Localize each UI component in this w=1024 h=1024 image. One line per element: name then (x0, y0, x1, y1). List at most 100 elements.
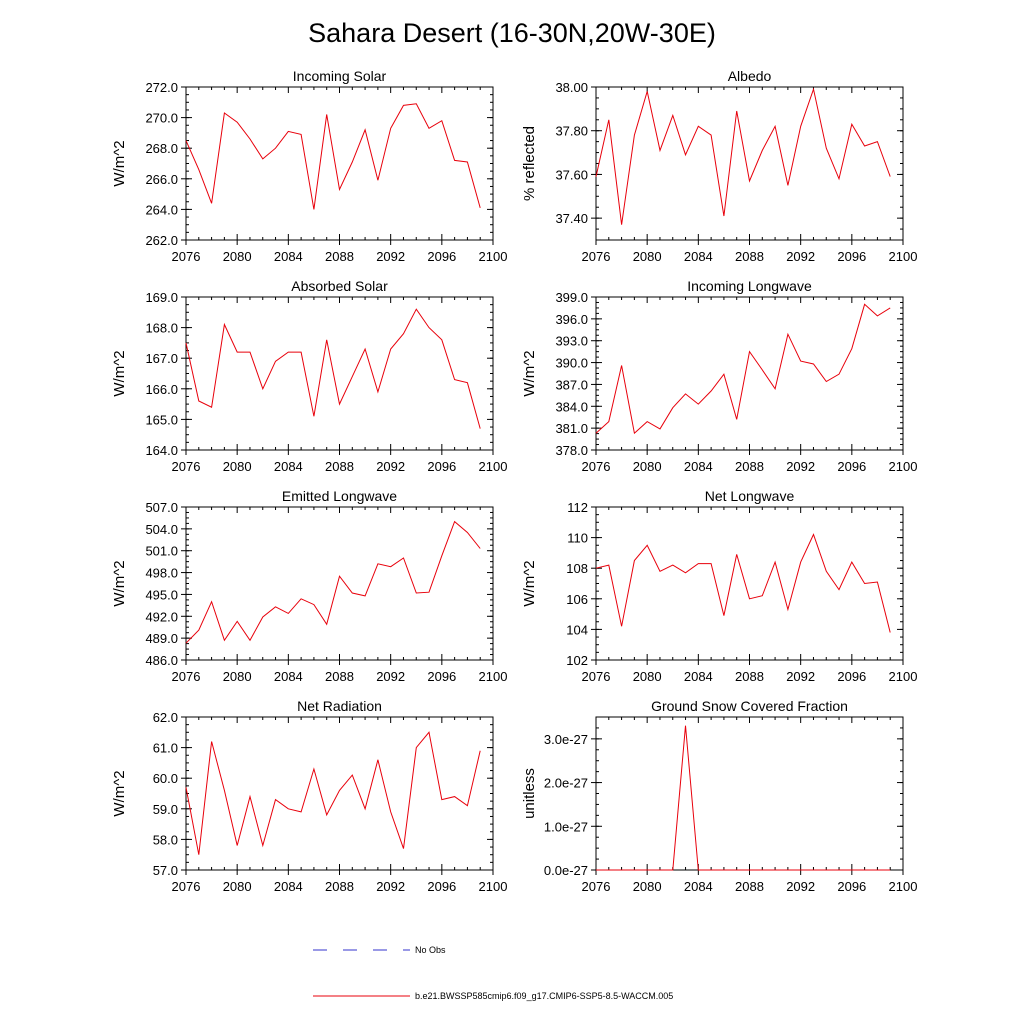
panel-title: Incoming Solar (293, 68, 387, 84)
x-tick-label: 2076 (582, 669, 611, 684)
y-tick-label: 169.0 (145, 290, 178, 305)
panel-title: Ground Snow Covered Fraction (651, 698, 848, 714)
y-tick-label: 102 (566, 653, 588, 668)
panel-8: Ground Snow Covered Fraction unitless 2076… (521, 698, 917, 894)
x-tick-label: 2092 (376, 249, 405, 264)
y-axis-label: W/m^2 (111, 770, 128, 816)
y-tick-label: 59.0 (153, 802, 178, 817)
y-tick-label: 268.0 (145, 141, 178, 156)
panel-4: Incoming Longwave W/m^2 2076 2080 2084 2088 20… (521, 278, 917, 474)
y-tick-label: 486.0 (145, 653, 178, 668)
x-tick-label: 2088 (325, 459, 354, 474)
legend-model-label: b.e21.BWSSP585cmip6.f09_g17.CMIP6-SSP5-8… (415, 991, 673, 1001)
y-tick-label: 378.0 (555, 443, 588, 458)
panel-3: Absorbed Solar W/m^2 2076 2080 2084 2088 2092 2… (111, 278, 507, 474)
panel-title: Net Radiation (297, 698, 382, 714)
y-tick-label: 501.0 (145, 544, 178, 559)
y-axis-label: W/m^2 (521, 350, 538, 396)
x-tick-label: 2100 (479, 459, 508, 474)
x-tick-label: 2096 (427, 459, 456, 474)
x-tick-label: 2076 (582, 459, 611, 474)
y-axis-label: W/m^2 (111, 560, 128, 606)
y-tick-label: 264.0 (145, 202, 178, 217)
y-tick-label: 390.0 (555, 356, 588, 371)
x-tick-label: 2088 (735, 249, 764, 264)
x-tick-label: 2100 (479, 249, 508, 264)
y-tick-label: 272.0 (145, 80, 178, 95)
x-tick-label: 2092 (786, 669, 815, 684)
series-line (596, 725, 891, 871)
y-tick-label: 37.60 (555, 167, 588, 182)
y-tick-label: 504.0 (145, 522, 178, 537)
y-tick-label: 262.0 (145, 233, 178, 248)
x-tick-label: 2096 (837, 669, 866, 684)
y-tick-label: 387.0 (555, 377, 588, 392)
x-tick-label: 2092 (786, 459, 815, 474)
x-tick-label: 2084 (684, 669, 713, 684)
x-tick-label: 2096 (837, 249, 866, 264)
y-tick-label: 2.0e-27 (544, 776, 588, 791)
panel-5: Emitted Longwave W/m^2 2076 2080 2084 2088 209… (111, 488, 507, 684)
y-tick-label: 384.0 (555, 399, 588, 414)
x-tick-label: 2076 (172, 669, 201, 684)
x-tick-label: 2076 (172, 459, 201, 474)
panel-6: Net Longwave W/m^2 2076 2080 2084 2088 2092 209… (521, 488, 917, 684)
y-tick-label: 112 (567, 500, 588, 515)
y-tick-label: 168.0 (145, 321, 178, 336)
y-tick-label: 165.0 (145, 412, 178, 427)
x-tick-label: 2100 (889, 879, 918, 894)
y-tick-label: 164.0 (145, 443, 178, 458)
x-tick-label: 2076 (582, 879, 611, 894)
plot-frame (595, 296, 904, 451)
y-axis-label: W/m^2 (111, 140, 128, 186)
x-tick-label: 2080 (633, 879, 662, 894)
series-line (595, 87, 891, 225)
y-tick-label: 62.0 (153, 710, 178, 725)
y-tick-label: 266.0 (145, 172, 178, 187)
plot-frame (595, 716, 904, 871)
panel-title: Net Longwave (705, 488, 795, 504)
x-tick-label: 2080 (223, 879, 252, 894)
y-axis-label: W/m^2 (111, 350, 128, 396)
panel-title: Absorbed Solar (291, 278, 388, 294)
y-tick-label: 3.0e-27 (544, 732, 588, 747)
y-tick-label: 495.0 (145, 587, 178, 602)
panels-group: Incoming Solar W/m^2 2076 2080 2084 2088 2092 2… (111, 68, 917, 894)
x-tick-label: 2076 (582, 249, 611, 264)
x-tick-label: 2084 (274, 879, 303, 894)
series-line (185, 103, 481, 210)
y-tick-label: 492.0 (145, 609, 178, 624)
x-tick-label: 2080 (633, 459, 662, 474)
panel-1: Incoming Solar W/m^2 2076 2080 2084 2088 2092 2… (111, 68, 507, 264)
y-tick-label: 0.0e-27 (544, 863, 588, 878)
panel-2: Albedo % reflected 2076 2080 2084 2088 2092 209… (521, 68, 917, 264)
y-tick-label: 166.0 (145, 382, 178, 397)
x-tick-label: 2084 (274, 249, 303, 264)
x-tick-label: 2080 (633, 249, 662, 264)
plot-frame (185, 86, 494, 241)
y-tick-label: 1.0e-27 (544, 819, 588, 834)
x-tick-label: 2100 (479, 669, 508, 684)
x-tick-label: 2100 (889, 669, 918, 684)
y-tick-label: 61.0 (153, 741, 178, 756)
y-tick-label: 498.0 (145, 566, 178, 581)
y-tick-label: 270.0 (145, 111, 178, 126)
x-tick-label: 2080 (633, 669, 662, 684)
y-tick-label: 106 (566, 592, 588, 607)
x-tick-label: 2080 (223, 669, 252, 684)
y-tick-label: 399.0 (555, 290, 588, 305)
x-tick-label: 2096 (427, 249, 456, 264)
x-tick-label: 2088 (735, 669, 764, 684)
x-tick-label: 2088 (325, 249, 354, 264)
x-tick-label: 2096 (837, 879, 866, 894)
y-tick-label: 38.00 (555, 80, 588, 95)
x-tick-label: 2088 (325, 879, 354, 894)
x-tick-label: 2092 (376, 879, 405, 894)
y-tick-label: 381.0 (555, 421, 588, 436)
plot-frame (185, 716, 494, 871)
x-tick-label: 2092 (376, 459, 405, 474)
y-tick-label: 60.0 (153, 771, 178, 786)
y-tick-label: 108 (566, 561, 588, 576)
y-tick-label: 37.40 (555, 211, 588, 226)
